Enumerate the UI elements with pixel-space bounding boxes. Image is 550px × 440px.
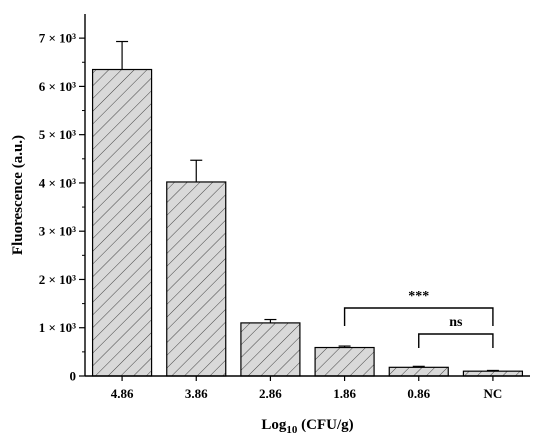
y-tick-label-2000: 2 × 10³ bbox=[39, 272, 76, 287]
axes bbox=[79, 14, 530, 381]
bar-3.86 bbox=[166, 181, 227, 377]
x-tick-label-3.86: 3.86 bbox=[185, 386, 208, 401]
bar-1.86 bbox=[314, 346, 375, 377]
error-bars bbox=[116, 40, 499, 372]
bar-0.86 bbox=[388, 366, 449, 377]
y-tick-label-3000: 3 × 10³ bbox=[39, 224, 76, 239]
x-axis-title: Log10 (CFU/g) bbox=[261, 417, 353, 436]
y-tick-label-5000: 5 × 10³ bbox=[39, 127, 76, 142]
bars bbox=[91, 68, 524, 377]
y-tick-label-0: 0 bbox=[70, 369, 77, 384]
significance-label: ns bbox=[449, 315, 463, 330]
x-axis-title-prefix: Log bbox=[261, 417, 287, 433]
y-tick-label-4000: 4 × 10³ bbox=[39, 175, 76, 190]
x-tick-label-1.86: 1.86 bbox=[333, 386, 356, 401]
significance-label: *** bbox=[408, 289, 429, 304]
y-tick-label-6000: 6 × 10³ bbox=[39, 79, 76, 94]
significance-annotations: *** ns bbox=[343, 289, 494, 348]
y-axis-title: Fluorescence (a.u.) bbox=[10, 135, 26, 255]
x-tick-label-0.86: 0.86 bbox=[407, 386, 430, 401]
x-axis-title-suffix: (CFU/g) bbox=[297, 417, 353, 433]
y-tick-label-7000: 7 × 10³ bbox=[39, 31, 76, 46]
x-tick-label-2.86: 2.86 bbox=[259, 386, 282, 401]
bar-4.86 bbox=[91, 68, 153, 377]
y-tick-label-1000: 1 × 10³ bbox=[39, 320, 76, 335]
x-tick-label-NC: NC bbox=[484, 386, 503, 401]
bar-2.86 bbox=[240, 322, 301, 377]
bar-NC bbox=[462, 370, 524, 377]
significance-bracket bbox=[418, 333, 494, 348]
x-tick-label-4.86: 4.86 bbox=[111, 386, 134, 401]
axis-labels: 0 1 × 10³ 2 × 10³ 3 × 10³ 4 × 10³ 5 × 10³ 6 × … bbox=[10, 31, 502, 436]
x-axis-title-subscript: 10 bbox=[286, 424, 298, 436]
significance-bracket bbox=[343, 307, 494, 326]
